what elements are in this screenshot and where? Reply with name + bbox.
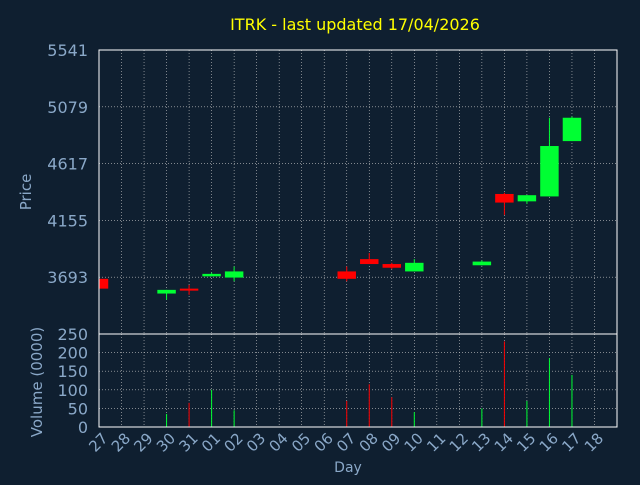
candle-14 [495, 192, 514, 215]
candle-body [382, 264, 402, 268]
candle-body [360, 259, 379, 265]
price-axis-label: Price [17, 174, 35, 211]
candle-body [179, 288, 199, 291]
price-tick-label: 4155 [47, 211, 88, 230]
volume-tick-label: 150 [57, 362, 88, 381]
candle-body [495, 193, 514, 203]
candle-body [337, 271, 356, 279]
price-frame [98, 49, 618, 335]
candle-body [562, 117, 582, 142]
volume-tick-label: 0 [78, 418, 88, 437]
candle-02 [224, 266, 244, 282]
price-tick-label: 3693 [47, 268, 88, 287]
candle-body [405, 262, 424, 272]
candle-body [540, 146, 559, 197]
chart-title: ITRK - last updated 17/04/2026 [230, 15, 480, 34]
price-tick-label: 5541 [47, 41, 88, 60]
candle-30 [157, 289, 176, 300]
volume-tick-label: 250 [57, 325, 88, 344]
volume-frame [98, 333, 618, 428]
candle-10 [405, 259, 424, 272]
candle-08 [360, 252, 379, 265]
candle-body [99, 278, 109, 289]
candle-17 [562, 116, 582, 142]
candle-body [224, 271, 244, 278]
x-tick-label: 18 [581, 429, 607, 455]
candle-13 [472, 260, 492, 266]
candle-body [517, 195, 537, 202]
price-tick-label: 5079 [47, 98, 88, 117]
candle-body [202, 273, 221, 277]
candle-09 [382, 262, 402, 269]
volume-axis-label: Volume (0000) [28, 327, 46, 437]
candle-31 [179, 284, 199, 295]
candle-body [472, 261, 492, 266]
candle-15 [517, 195, 537, 204]
volume-tick-label: 50 [68, 399, 88, 418]
candle-27 [99, 278, 109, 289]
price-tick-label: 4617 [47, 155, 88, 174]
x-axis-label: Day [334, 460, 362, 476]
candle-07 [337, 266, 356, 282]
candle-16 [540, 117, 559, 197]
volume-tick-label: 100 [57, 381, 88, 400]
candle-body [157, 289, 176, 294]
volume-tick-label: 200 [57, 344, 88, 363]
candle-01 [202, 272, 221, 277]
